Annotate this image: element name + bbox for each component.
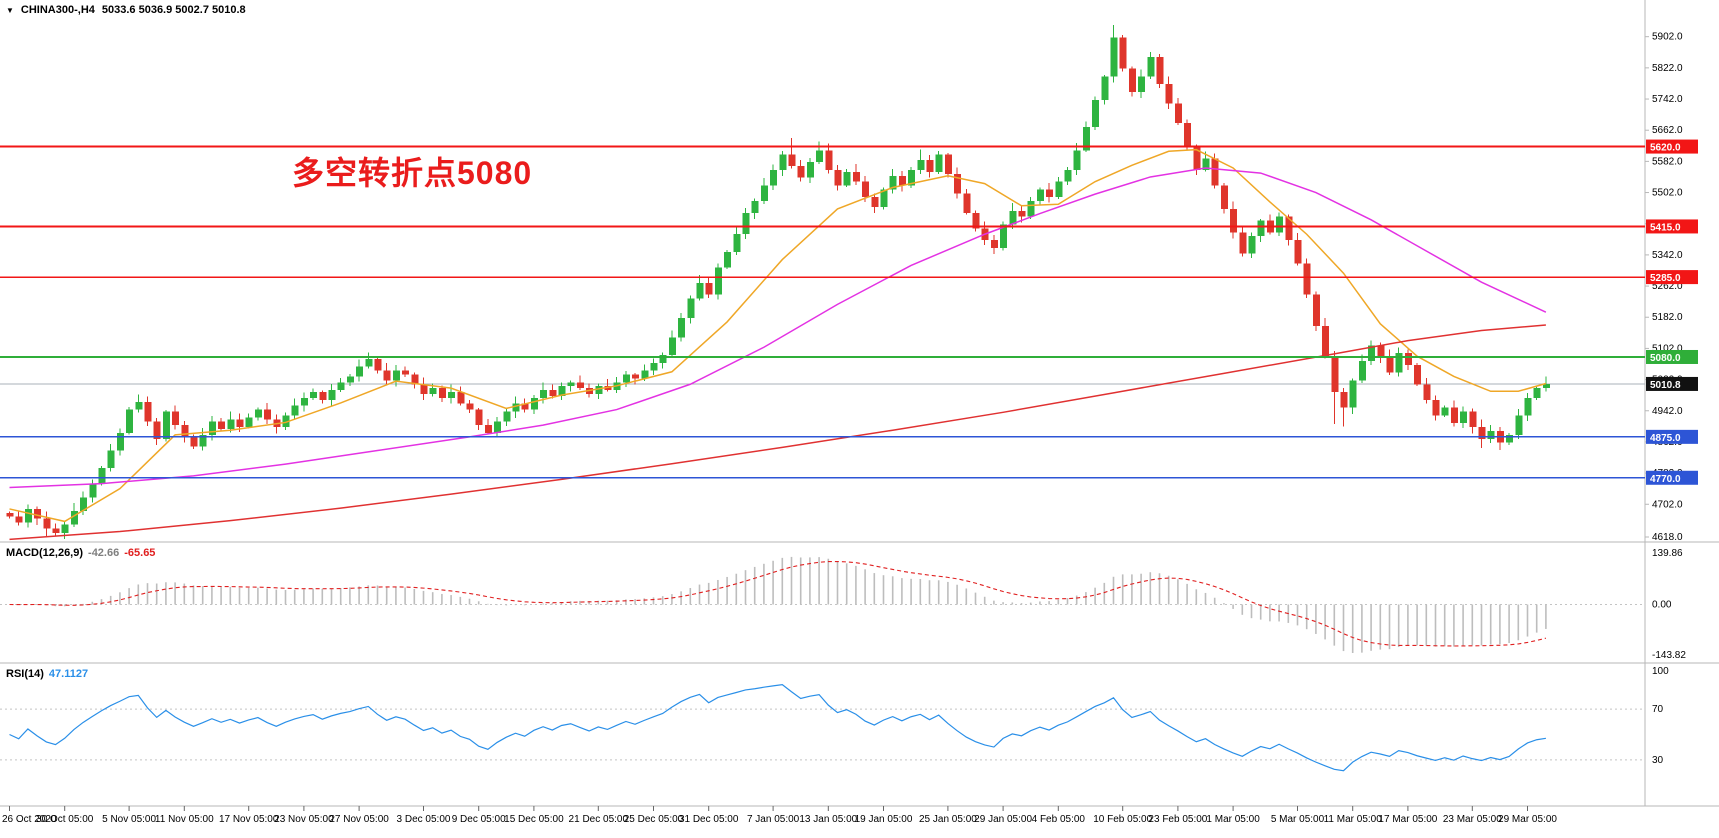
svg-text:100: 100	[1652, 666, 1669, 677]
macd-name: MACD(12,26,9)	[6, 547, 84, 559]
macd-value-signal: -65.65	[124, 547, 156, 559]
svg-text:23 Feb 05:00: 23 Feb 05:00	[1148, 814, 1207, 825]
svg-text:5285.0: 5285.0	[1650, 273, 1681, 284]
svg-text:23 Mar 05:00: 23 Mar 05:00	[1443, 814, 1502, 825]
svg-text:0.00: 0.00	[1652, 600, 1672, 611]
svg-text:4618.0: 4618.0	[1652, 532, 1683, 543]
svg-text:21 Dec 05:00: 21 Dec 05:00	[569, 814, 629, 825]
svg-text:17 Mar 05:00: 17 Mar 05:00	[1378, 814, 1437, 825]
svg-text:4702.0: 4702.0	[1652, 499, 1683, 510]
rsi-value: 47.1127	[48, 668, 89, 680]
price-tag: 4875.0	[1646, 429, 1698, 444]
svg-text:13 Jan 05:00: 13 Jan 05:00	[799, 814, 857, 825]
svg-text:5742.0: 5742.0	[1652, 94, 1683, 105]
svg-text:3 Dec 05:00: 3 Dec 05:00	[397, 814, 451, 825]
price-tag: 5010.8	[1646, 376, 1698, 391]
svg-text:17 Nov 05:00: 17 Nov 05:00	[219, 814, 279, 825]
svg-text:4875.0: 4875.0	[1650, 433, 1681, 444]
svg-text:5080.0: 5080.0	[1650, 353, 1681, 364]
symbol-timeframe-label: CHINA300-,H4	[20, 4, 95, 16]
svg-text:31 Dec 05:00: 31 Dec 05:00	[679, 814, 739, 825]
svg-text:11 Nov 05:00: 11 Nov 05:00	[155, 814, 214, 825]
macd-indicator-label: MACD(12,26,9) -42.66 -65.65	[6, 547, 160, 559]
svg-text:4942.0: 4942.0	[1652, 406, 1683, 417]
svg-text:5342.0: 5342.0	[1652, 250, 1683, 261]
rsi-indicator-label: RSI(14) 47.1127	[6, 668, 93, 680]
svg-text:29 Jan 05:00: 29 Jan 05:00	[974, 814, 1032, 825]
svg-text:27 Nov 05:00: 27 Nov 05:00	[329, 814, 389, 825]
svg-text:5102.0: 5102.0	[1652, 343, 1683, 354]
svg-text:25 Dec 05:00: 25 Dec 05:00	[624, 814, 684, 825]
svg-text:15 Dec 05:00: 15 Dec 05:00	[504, 814, 564, 825]
svg-text:5415.0: 5415.0	[1650, 222, 1681, 233]
svg-text:5582.0: 5582.0	[1652, 156, 1683, 167]
price-tag: 5620.0	[1646, 139, 1698, 154]
svg-text:5902.0: 5902.0	[1652, 32, 1683, 43]
price-tag: 5415.0	[1646, 219, 1698, 234]
ohlc-values: 5033.6 5036.9 5002.7 5010.8	[101, 4, 246, 16]
svg-text:5010.8: 5010.8	[1650, 380, 1681, 391]
ma-fast-line[interactable]	[9, 148, 1547, 523]
macd-value-main: -42.66	[88, 547, 120, 559]
svg-text:9 Dec 05:00: 9 Dec 05:00	[452, 814, 506, 825]
svg-text:5620.0: 5620.0	[1650, 143, 1681, 154]
svg-text:11 Mar 05:00: 11 Mar 05:00	[1324, 814, 1383, 825]
price-axis[interactable]: 5902.05822.05742.05662.05582.05502.05422…	[1645, 32, 1683, 543]
svg-text:30 Oct 05:00: 30 Oct 05:00	[36, 814, 94, 825]
price-tag: 5080.0	[1646, 349, 1698, 364]
svg-text:70: 70	[1652, 704, 1664, 715]
rsi-name: RSI(14)	[6, 668, 44, 680]
svg-text:5502.0: 5502.0	[1652, 188, 1683, 199]
horizontal-lines	[0, 145, 1645, 479]
rsi-line	[9, 683, 1546, 772]
svg-text:7 Jan 05:00: 7 Jan 05:00	[747, 814, 800, 825]
svg-text:5262.0: 5262.0	[1652, 281, 1683, 292]
ma-mid-line[interactable]	[9, 167, 1547, 489]
svg-text:19 Jan 05:00: 19 Jan 05:00	[855, 814, 913, 825]
svg-text:25 Jan 05:00: 25 Jan 05:00	[919, 814, 977, 825]
svg-text:4 Feb 05:00: 4 Feb 05:00	[1032, 814, 1086, 825]
svg-text:4770.0: 4770.0	[1650, 474, 1681, 485]
svg-text:5822.0: 5822.0	[1652, 63, 1683, 74]
symbol-dropdown-icon[interactable]: ▼	[6, 5, 14, 15]
candlestick-series	[6, 25, 1550, 539]
svg-text:26 Oct 2020: 26 Oct 2020	[2, 814, 57, 825]
macd-histogram	[17, 556, 1547, 653]
svg-text:10 Feb 05:00: 10 Feb 05:00	[1093, 814, 1152, 825]
svg-text:5 Nov 05:00: 5 Nov 05:00	[102, 814, 156, 825]
svg-text:5 Mar 05:00: 5 Mar 05:00	[1271, 814, 1325, 825]
svg-text:-143.82: -143.82	[1652, 650, 1686, 661]
svg-text:23 Nov 05:00: 23 Nov 05:00	[274, 814, 334, 825]
svg-text:1 Mar 05:00: 1 Mar 05:00	[1206, 814, 1260, 825]
price-tag: 4770.0	[1646, 470, 1698, 485]
annotation-text: 多空转折点5080	[292, 155, 533, 191]
ma-slow-line[interactable]	[9, 324, 1546, 541]
svg-text:30: 30	[1652, 755, 1664, 766]
svg-text:139.86: 139.86	[1652, 548, 1683, 559]
svg-text:29 Mar 05:00: 29 Mar 05:00	[1498, 814, 1557, 825]
symbol-info: ▼ CHINA300-,H4 5033.6 5036.9 5002.7 5010…	[6, 4, 246, 16]
svg-text:5182.0: 5182.0	[1652, 312, 1683, 323]
panel-separators	[0, 0, 1719, 807]
svg-text:5662.0: 5662.0	[1652, 125, 1683, 136]
price-tag: 5285.0	[1646, 270, 1698, 285]
